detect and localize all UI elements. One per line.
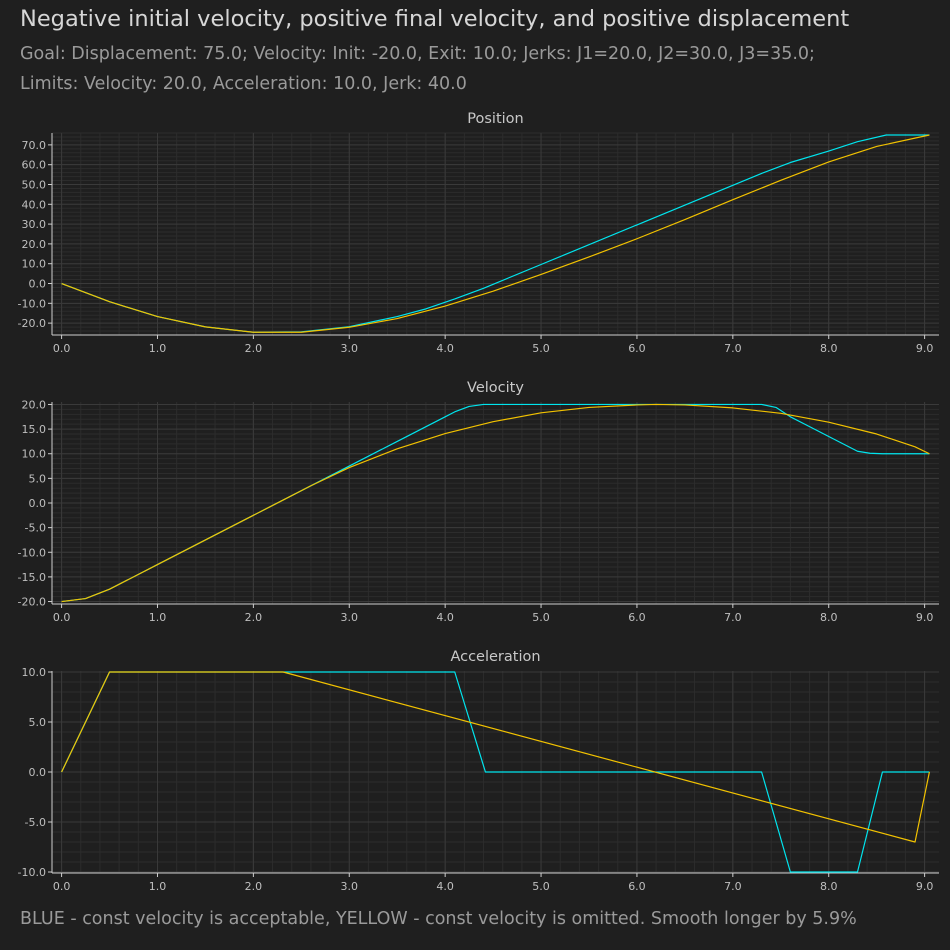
chart-title: Negative initial velocity, positive fina…: [20, 6, 850, 32]
acceleration-x-tick-label: 1.0: [149, 880, 167, 893]
position-x-tick-label: 1.0: [149, 342, 167, 355]
acceleration-y-tick-label: 5.0: [29, 716, 47, 729]
acceleration-x-tick-label: 6.0: [628, 880, 646, 893]
acceleration-yellow-line: [61, 671, 930, 843]
position-y-tick-label: 40.0: [22, 198, 47, 211]
velocity-y-tick-label: 5.0: [29, 472, 47, 485]
velocity-major-grid: [52, 402, 939, 604]
velocity-panel: 0.0 1.0 2.0 3.0 4.0 5.0 6.0 7.0 8.0 9.0 -20.0 -15.0…: [18, 380, 939, 624]
position-x-tick-label: 4.0: [436, 342, 454, 355]
velocity-x-tick-label: 5.0: [532, 611, 550, 624]
position-y-tick-label: 0.0: [29, 278, 47, 291]
position-panel: 0.0 1.0 2.0 3.0 4.0 5.0 6.0 7.0 8.0 9.0 -20.0 -10.0…: [18, 111, 939, 355]
velocity-x-tick-label: 0.0: [53, 611, 71, 624]
position-x-tick-label: 7.0: [724, 342, 742, 355]
position-x-tick-label: 0.0: [53, 342, 71, 355]
position-y-tick-label: 10.0: [22, 258, 47, 271]
velocity-y-tick-label: 0.0: [29, 497, 47, 510]
legend-footer: BLUE - const velocity is acceptable, YEL…: [20, 909, 857, 929]
position-yellow-line: [61, 134, 930, 333]
acceleration-x-tick-label: 0.0: [53, 880, 71, 893]
position-y-tick-label: 30.0: [22, 218, 47, 231]
velocity-y-tick-label: -5.0: [25, 522, 46, 535]
acceleration-y-tick-label: -10.0: [18, 866, 46, 879]
acceleration-x-tick-label: 4.0: [436, 880, 454, 893]
position-x-tick-label: 5.0: [532, 342, 550, 355]
acceleration-title: Acceleration: [450, 649, 540, 665]
position-x-tick-label: 9.0: [916, 342, 934, 355]
acceleration-x-tick-label: 2.0: [245, 880, 263, 893]
acceleration-y-tick-label: 10.0: [22, 666, 47, 679]
position-x-tick-label: 3.0: [341, 342, 359, 355]
velocity-x-tick-label: 6.0: [628, 611, 646, 624]
position-title: Position: [467, 111, 523, 127]
velocity-x-tick-label: 1.0: [149, 611, 167, 624]
position-y-tick-label: 70.0: [22, 139, 47, 152]
velocity-x-tick-label: 7.0: [724, 611, 742, 624]
velocity-x-tick-label: 9.0: [916, 611, 934, 624]
velocity-title: Velocity: [467, 380, 524, 396]
velocity-y-tick-label: 20.0: [22, 398, 47, 411]
position-y-tick-label: 60.0: [22, 159, 47, 172]
acceleration-x-tick-label: 5.0: [532, 880, 550, 893]
acceleration-panel: 0.0 1.0 2.0 3.0 4.0 5.0 6.0 7.0 8.0 9.0 -10.0 -5.0 0…: [18, 649, 939, 893]
position-y-tick-label: 20.0: [22, 238, 47, 251]
velocity-yellow-line: [61, 403, 930, 603]
velocity-x-tick-label: 2.0: [245, 611, 263, 624]
acceleration-x-tick-label: 9.0: [916, 880, 934, 893]
position-major-grid: [52, 133, 939, 335]
acceleration-y-tick-label: 0.0: [29, 766, 47, 779]
position-x-tick-label: 8.0: [820, 342, 838, 355]
velocity-x-tick-label: 4.0: [436, 611, 454, 624]
acceleration-x-tick-label: 3.0: [341, 880, 359, 893]
velocity-y-tick-label: -10.0: [18, 546, 46, 559]
velocity-y-tick-label: -15.0: [18, 571, 46, 584]
velocity-y-tick-label: -20.0: [18, 596, 46, 609]
position-y-tick-label: 50.0: [22, 178, 47, 191]
position-minor-grid: [52, 132, 939, 336]
acceleration-y-tick-label: -5.0: [25, 816, 46, 829]
goal-subtitle: Goal: Displacement: 75.0; Velocity: Init…: [20, 44, 815, 64]
limits-subtitle: Limits: Velocity: 20.0, Acceleration: 10…: [20, 74, 467, 94]
position-y-tick-label: -10.0: [18, 297, 46, 310]
position-y-tick-label: -20.0: [18, 317, 46, 330]
acceleration-x-tick-label: 8.0: [820, 880, 838, 893]
velocity-y-tick-label: 10.0: [22, 448, 47, 461]
position-x-tick-label: 6.0: [628, 342, 646, 355]
acceleration-x-tick-label: 7.0: [724, 880, 742, 893]
velocity-x-tick-label: 8.0: [820, 611, 838, 624]
velocity-x-tick-label: 3.0: [341, 611, 359, 624]
velocity-y-tick-label: 15.0: [22, 423, 47, 436]
position-x-tick-label: 2.0: [245, 342, 263, 355]
